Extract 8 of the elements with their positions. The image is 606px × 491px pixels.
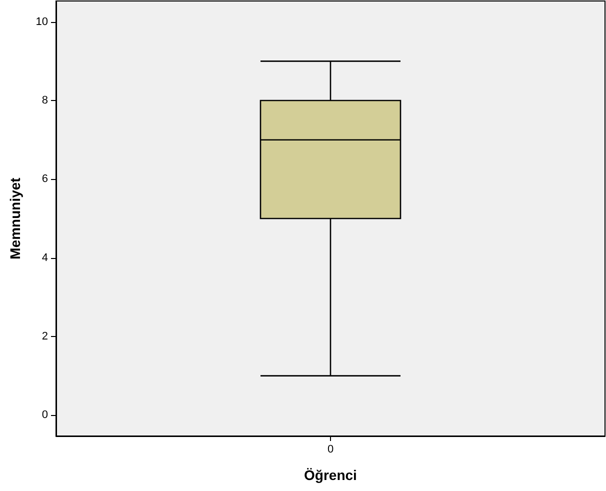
y-axis-title: Memnuniyet [7, 177, 23, 260]
x-axis-title: Öğrenci [304, 467, 357, 483]
y-tick-label: 4 [42, 252, 48, 264]
y-tick-label: 8 [42, 94, 48, 107]
y-tick-label: 6 [42, 173, 48, 186]
y-tick-label: 0 [42, 409, 48, 422]
y-tick-label: 2 [42, 330, 48, 342]
y-tick-label: 10 [36, 16, 48, 28]
